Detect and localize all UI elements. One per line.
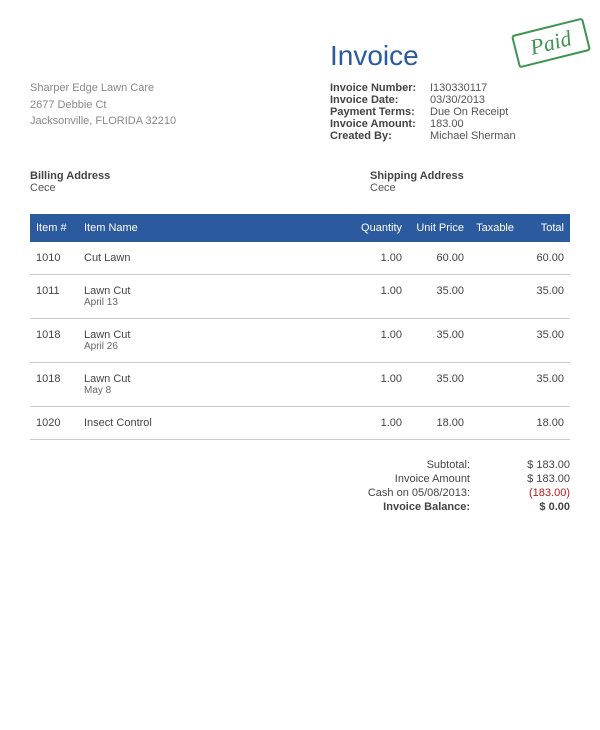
meta-label-terms: Payment Terms: xyxy=(330,106,430,118)
cell-total: 18.00 xyxy=(520,407,570,440)
cell-qty: 1.00 xyxy=(350,275,408,319)
shipping-block: Shipping Address Cece xyxy=(370,170,570,194)
cell-item-no: 1020 xyxy=(30,407,78,440)
header-row: Sharper Edge Lawn Care 2677 Debbie Ct Ja… xyxy=(30,40,570,142)
company-name: Sharper Edge Lawn Care xyxy=(30,80,176,97)
meta-label-amount: Invoice Amount: xyxy=(330,118,430,130)
cell-price: 35.00 xyxy=(408,363,470,407)
totals-block: Subtotal: $ 183.00 Invoice Amount $ 183.… xyxy=(310,458,570,514)
company-block: Sharper Edge Lawn Care 2677 Debbie Ct Ja… xyxy=(30,80,176,130)
meta-label-date: Invoice Date: xyxy=(330,94,430,106)
cell-tax xyxy=(470,275,520,319)
meta-value-amount: 183.00 xyxy=(430,118,464,130)
invoice-amount-value: $ 183.00 xyxy=(490,473,570,485)
billing-title: Billing Address xyxy=(30,170,230,182)
cell-item-name: Insect Control xyxy=(78,407,350,440)
col-tax: Taxable xyxy=(470,214,520,242)
meta-table: Invoice Number: I130330117 Invoice Date:… xyxy=(330,82,570,142)
table-row: 1010Cut Lawn1.0060.0060.00 xyxy=(30,242,570,275)
cell-item-name: Lawn CutApril 26 xyxy=(78,319,350,363)
table-row: 1018Lawn CutMay 81.0035.0035.00 xyxy=(30,363,570,407)
company-street: 2677 Debbie Ct xyxy=(30,97,176,114)
cell-qty: 1.00 xyxy=(350,319,408,363)
table-row: 1011Lawn CutApril 131.0035.0035.00 xyxy=(30,275,570,319)
invoice-title-block: Paid Invoice Invoice Number: I130330117 … xyxy=(330,40,570,142)
col-item-name: Item Name xyxy=(78,214,350,242)
billing-value: Cece xyxy=(30,182,230,194)
invoice-amount-label: Invoice Amount xyxy=(310,473,490,485)
cell-qty: 1.00 xyxy=(350,242,408,275)
meta-value-createdby: Michael Sherman xyxy=(430,130,516,142)
cell-price: 35.00 xyxy=(408,319,470,363)
subtotal-value: $ 183.00 xyxy=(490,459,570,471)
cell-item-name: Lawn CutApril 13 xyxy=(78,275,350,319)
cell-total: 35.00 xyxy=(520,275,570,319)
meta-value-date: 03/30/2013 xyxy=(430,94,485,106)
cell-tax xyxy=(470,407,520,440)
subtotal-label: Subtotal: xyxy=(310,459,490,471)
table-row: 1018Lawn CutApril 261.0035.0035.00 xyxy=(30,319,570,363)
cell-total: 60.00 xyxy=(520,242,570,275)
meta-label-number: Invoice Number: xyxy=(330,82,430,94)
cell-qty: 1.00 xyxy=(350,407,408,440)
cell-tax xyxy=(470,242,520,275)
table-row: 1020Insect Control1.0018.0018.00 xyxy=(30,407,570,440)
cash-value: (183.00) xyxy=(490,487,570,499)
items-table: Item # Item Name Quantity Unit Price Tax… xyxy=(30,214,570,440)
billing-block: Billing Address Cece xyxy=(30,170,230,194)
col-total: Total xyxy=(520,214,570,242)
cell-item-no: 1018 xyxy=(30,363,78,407)
cell-item-no: 1010 xyxy=(30,242,78,275)
cell-total: 35.00 xyxy=(520,363,570,407)
cash-label: Cash on 05/08/2013: xyxy=(310,487,490,499)
meta-value-number: I130330117 xyxy=(430,82,487,94)
balance-label: Invoice Balance: xyxy=(310,501,490,513)
cell-item-name: Lawn CutMay 8 xyxy=(78,363,350,407)
cell-price: 18.00 xyxy=(408,407,470,440)
col-price: Unit Price xyxy=(408,214,470,242)
cell-qty: 1.00 xyxy=(350,363,408,407)
cell-tax xyxy=(470,319,520,363)
balance-value: $ 0.00 xyxy=(490,501,570,513)
cell-price: 35.00 xyxy=(408,275,470,319)
shipping-value: Cece xyxy=(370,182,570,194)
cell-item-no: 1018 xyxy=(30,319,78,363)
cell-item-no: 1011 xyxy=(30,275,78,319)
col-qty: Quantity xyxy=(350,214,408,242)
cell-price: 60.00 xyxy=(408,242,470,275)
col-item-no: Item # xyxy=(30,214,78,242)
company-city: Jacksonville, FLORIDA 32210 xyxy=(30,113,176,130)
meta-label-createdby: Created By: xyxy=(330,130,430,142)
meta-value-terms: Due On Receipt xyxy=(430,106,508,118)
shipping-title: Shipping Address xyxy=(370,170,570,182)
cell-tax xyxy=(470,363,520,407)
addresses: Billing Address Cece Shipping Address Ce… xyxy=(30,170,570,194)
cell-item-name: Cut Lawn xyxy=(78,242,350,275)
cell-total: 35.00 xyxy=(520,319,570,363)
